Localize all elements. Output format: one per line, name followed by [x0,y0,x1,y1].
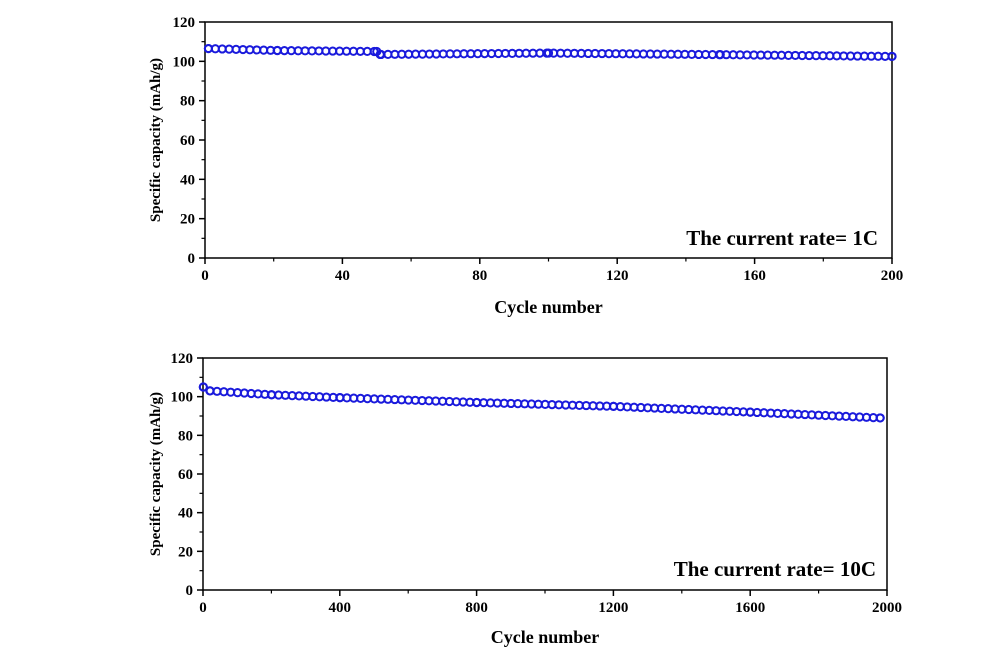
data-point [543,48,554,58]
x-tick-label: 80 [472,268,487,284]
data-point [272,45,282,56]
y-tick-label: 120 [171,351,194,367]
y-tick-label: 120 [173,15,196,31]
data-point [745,407,755,417]
y-tick-label: 0 [188,251,196,267]
data-point [205,386,215,396]
x-tick-label: 160 [743,268,766,284]
x-tick-label: 800 [465,600,488,616]
x-axis-title: Cycle number [494,297,602,317]
x-tick-label: 2000 [872,600,902,616]
y-tick-label: 80 [178,428,193,444]
data-point [375,49,385,60]
data-point [715,50,725,60]
chart-2: 0 400 800 1200 1600 2000 0 20 40 60 80 100 120 Cycle … [148,351,902,647]
data-point [472,397,482,408]
x-tick-label: 0 [199,600,207,616]
y-tick-label: 40 [180,172,195,188]
y-tick-label: 20 [180,212,195,228]
y-tick-label: 100 [171,390,194,406]
y-tick-label: 20 [178,544,193,560]
current-rate-annotation: The current rate= 10C [674,557,876,581]
x-tick-label: 40 [335,268,350,284]
data-point [335,393,345,403]
x-tick-label: 1200 [598,600,628,616]
current-rate-annotation: The current rate= 1C [686,226,878,250]
x-tick-label: 1600 [735,600,765,616]
series-markers [203,43,897,62]
x-tick-label: 0 [201,268,209,284]
data-point [887,51,897,62]
data-point [198,382,208,392]
y-axis-title: Specific capacity (mAh/g) [148,58,164,222]
x-tick-label: 200 [881,268,904,284]
y-tick-label: 80 [180,94,195,110]
y-axis-title: Specific capacity (mAh/g) [148,392,164,556]
y-tick-label: 40 [178,506,193,522]
data-point [203,43,214,54]
series-markers [198,382,885,423]
x-tick-label: 400 [329,600,352,616]
x-axis-title: Cycle number [491,627,599,647]
data-point [875,413,885,423]
y-tick-label: 100 [173,54,196,70]
data-point [608,401,619,411]
y-tick-label: 60 [180,133,195,149]
y-tick-label: 60 [178,467,193,483]
data-point [266,390,276,400]
x-tick-label: 120 [606,268,629,284]
y-tick-label: 0 [186,583,194,599]
